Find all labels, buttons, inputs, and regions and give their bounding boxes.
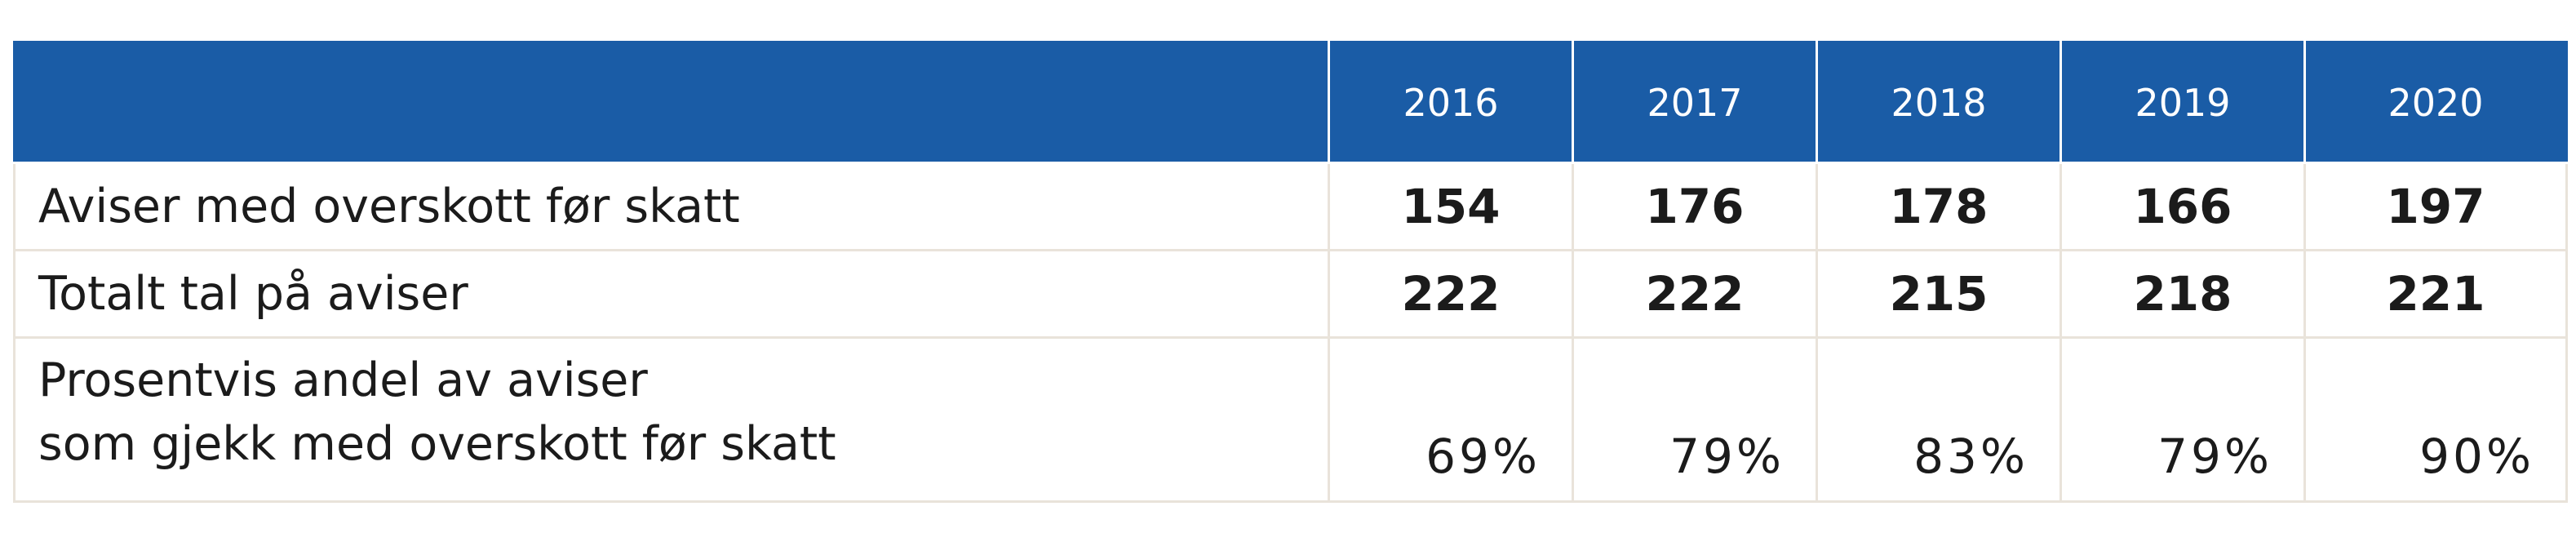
value-cell: 69% <box>1328 336 1574 503</box>
value-cell: 176 <box>1572 162 1818 251</box>
value-cell: 79% <box>1572 336 1818 503</box>
row-label-line: som gjekk med overskott før skatt <box>38 417 836 471</box>
row-label: Totalt tal på aviser <box>13 249 1330 339</box>
row-label-line: Aviser med overskott før skatt <box>38 180 740 233</box>
value-cell: 222 <box>1572 249 1818 339</box>
year-header: 2017 <box>1572 41 1818 164</box>
row-label-line: Totalt tal på aviser <box>38 267 468 321</box>
header-row: 2016 2017 2018 2019 2020 <box>13 41 2568 164</box>
value-cell: 178 <box>1816 162 2062 251</box>
value-cell: 83% <box>1816 336 2062 503</box>
value-cell: 221 <box>2303 249 2568 339</box>
year-header: 2020 <box>2303 41 2568 164</box>
value-cell: 79% <box>2059 336 2306 503</box>
value-cell: 222 <box>1328 249 1574 339</box>
value-cell: 215 <box>1816 249 2062 339</box>
value-cell: 154 <box>1328 162 1574 251</box>
table-row: Aviser med overskott før skatt 154 176 178 1… <box>13 162 2568 251</box>
table-row: Totalt tal på aviser 222 222 215 218 221 <box>13 249 2568 339</box>
year-header: 2016 <box>1328 41 1574 164</box>
table-body: Aviser med overskott før skatt 154 176 178 1… <box>13 162 2568 503</box>
table-row: Prosentvis andel av aviser som gjekk med … <box>13 336 2568 503</box>
value-cell: 218 <box>2059 249 2306 339</box>
row-label: Aviser med overskott før skatt <box>13 162 1330 251</box>
value-cell: 197 <box>2303 162 2568 251</box>
value-cell: 90% <box>2303 336 2568 503</box>
year-header: 2019 <box>2059 41 2306 164</box>
row-label-line: Prosentvis andel av aviser <box>38 353 648 407</box>
row-label: Prosentvis andel av aviser som gjekk med … <box>13 336 1330 503</box>
value-cell: 166 <box>2059 162 2306 251</box>
year-header: 2018 <box>1816 41 2062 164</box>
data-table: 2016 2017 2018 2019 2020 Aviser med over… <box>13 41 2568 503</box>
header-blank <box>13 41 1330 164</box>
